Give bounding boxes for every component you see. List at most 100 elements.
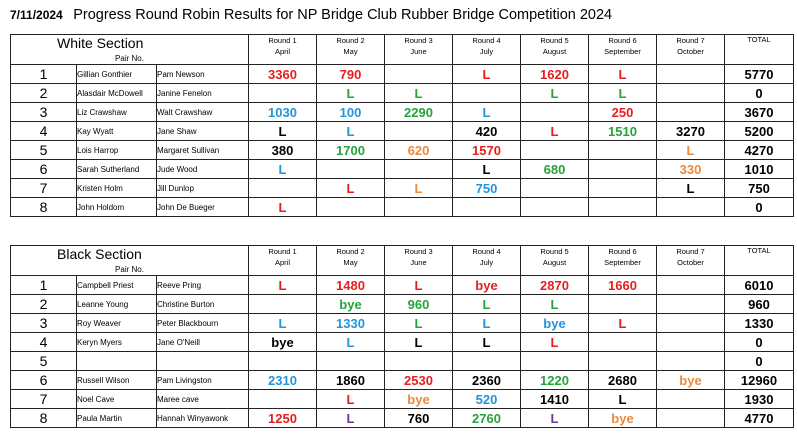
total-score: 1330 bbox=[724, 313, 794, 333]
player-one: Leanne Young bbox=[76, 294, 157, 314]
round-label: Round 6 bbox=[608, 36, 637, 45]
pair-number: 8 bbox=[10, 408, 77, 428]
round-result: 1220 bbox=[520, 370, 589, 390]
round-result: 1250 bbox=[248, 408, 317, 428]
round-header: Round 7 October bbox=[656, 34, 725, 65]
player-two: John De Bueger bbox=[156, 197, 249, 217]
round-header: Round 4 July bbox=[452, 245, 521, 276]
total-score: 3670 bbox=[724, 102, 794, 122]
round-result: 960 bbox=[384, 294, 453, 314]
round-label: Round 1 bbox=[268, 36, 297, 45]
round-label: Round 3 bbox=[404, 36, 433, 45]
round-month: September bbox=[604, 47, 641, 56]
round-result bbox=[384, 64, 453, 84]
player-two: Janine Fenelon bbox=[156, 83, 249, 103]
round-result: 2530 bbox=[384, 370, 453, 390]
round-header: Round 6 September bbox=[588, 245, 657, 276]
round-result: L bbox=[452, 64, 521, 84]
round-header: Round 4 July bbox=[452, 34, 521, 65]
player-two: Jill Dunlop bbox=[156, 178, 249, 198]
report-title: Progress Round Robin Results for NP Brid… bbox=[73, 7, 613, 23]
player-one: Campbell Priest bbox=[76, 275, 157, 295]
round-result: 790 bbox=[316, 64, 385, 84]
total-score: 0 bbox=[724, 197, 794, 217]
round-result bbox=[248, 83, 317, 103]
round-result: L bbox=[248, 197, 317, 217]
total-score: 0 bbox=[724, 351, 794, 371]
round-month: September bbox=[604, 258, 641, 267]
round-result: bye bbox=[384, 389, 453, 409]
round-result: L bbox=[384, 313, 453, 333]
round-result: 250 bbox=[588, 102, 657, 122]
round-result: L bbox=[384, 275, 453, 295]
round-result: L bbox=[520, 121, 589, 141]
round-label: Round 4 bbox=[472, 247, 501, 256]
pair-number: 7 bbox=[10, 178, 77, 198]
table-row: 4 Kay Wyatt Jane Shaw L L 420 L 1510 3270 5200 bbox=[10, 121, 794, 141]
total-score: 1010 bbox=[724, 159, 794, 179]
round-result: L bbox=[656, 140, 725, 160]
round-label: Round 5 bbox=[540, 36, 569, 45]
round-result bbox=[452, 83, 521, 103]
total-header: TOTAL bbox=[724, 34, 794, 65]
page-title: 7/11/2024 Progress Round Robin Results f… bbox=[10, 6, 612, 24]
header-row: White Section Pair No. Round 1 April Round 2… bbox=[10, 34, 794, 65]
pair-number: 1 bbox=[10, 64, 77, 84]
round-month: June bbox=[410, 258, 427, 267]
player-two: Jane Shaw bbox=[156, 121, 249, 141]
round-result bbox=[248, 294, 317, 314]
round-result bbox=[520, 102, 589, 122]
round-header: Round 6 September bbox=[588, 34, 657, 65]
round-result: L bbox=[384, 83, 453, 103]
table-row: 2 Leanne Young Christine Burton bye 960 L L 960 bbox=[10, 294, 794, 314]
round-result: L bbox=[384, 332, 453, 352]
round-result: L bbox=[316, 408, 385, 428]
round-month: October bbox=[677, 258, 704, 267]
round-label: Round 3 bbox=[404, 247, 433, 256]
round-result bbox=[656, 332, 725, 352]
table-row: 1 Gillian Gonthier Pam Newson 3360 790 L 1620 L… bbox=[10, 64, 794, 84]
round-result: L bbox=[452, 332, 521, 352]
round-result bbox=[588, 178, 657, 198]
player-two: Pam Livingston bbox=[156, 370, 249, 390]
round-result bbox=[452, 351, 521, 371]
player-one: Kay Wyatt bbox=[76, 121, 157, 141]
round-result bbox=[656, 102, 725, 122]
round-result: L bbox=[248, 159, 317, 179]
round-result: L bbox=[588, 389, 657, 409]
round-result: bye bbox=[656, 370, 725, 390]
round-result: 680 bbox=[520, 159, 589, 179]
table-row: 5 Lois Harrop Margaret Sullivan 380 1700 620 1… bbox=[10, 140, 794, 160]
player-one: Russell Wilson bbox=[76, 370, 157, 390]
player-one: Liz Crawshaw bbox=[76, 102, 157, 122]
round-result: 1480 bbox=[316, 275, 385, 295]
round-result bbox=[384, 159, 453, 179]
round-result: 1330 bbox=[316, 313, 385, 333]
round-result bbox=[656, 294, 725, 314]
round-result bbox=[588, 159, 657, 179]
round-result: L bbox=[316, 389, 385, 409]
round-result: 1860 bbox=[316, 370, 385, 390]
player-one: Sarah Sutherland bbox=[76, 159, 157, 179]
player-one: Keryn Myers bbox=[76, 332, 157, 352]
round-header: Round 2 May bbox=[316, 34, 385, 65]
round-result bbox=[520, 197, 589, 217]
round-month: June bbox=[410, 47, 427, 56]
total-score: 4270 bbox=[724, 140, 794, 160]
round-result: bye bbox=[452, 275, 521, 295]
round-result: L bbox=[384, 178, 453, 198]
round-result: 1510 bbox=[588, 121, 657, 141]
round-result bbox=[384, 197, 453, 217]
round-result: 2870 bbox=[520, 275, 589, 295]
round-result: 2680 bbox=[588, 370, 657, 390]
player-two: Jane O'Neill bbox=[156, 332, 249, 352]
round-month: April bbox=[274, 47, 290, 56]
pair-number: 5 bbox=[10, 140, 77, 160]
total-score: 5770 bbox=[724, 64, 794, 84]
player-one: Alasdair McDowell bbox=[76, 83, 157, 103]
round-result: 1620 bbox=[520, 64, 589, 84]
total-score: 12960 bbox=[724, 370, 794, 390]
round-result bbox=[316, 197, 385, 217]
